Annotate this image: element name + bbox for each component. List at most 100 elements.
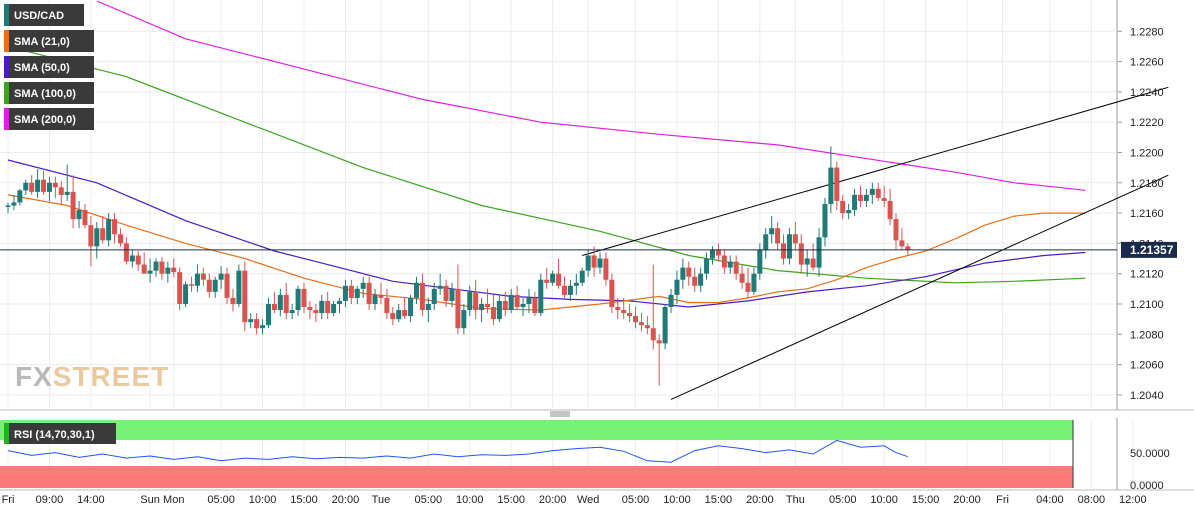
candle-body (230, 297, 236, 304)
rsi-line (7, 439, 908, 463)
legend-item-swatch (4, 82, 9, 104)
candle-body (366, 282, 372, 304)
x-tick-label: Wed (577, 494, 599, 506)
candle (846, 203, 852, 220)
candle-body (502, 300, 508, 311)
horizontal-gridlines (0, 30, 1117, 396)
candle-body (218, 273, 224, 280)
candle (662, 303, 668, 350)
sma21-line (7, 194, 1086, 311)
candle (11, 194, 17, 211)
rsi-legend-label: RSI (14,70,30,1) (14, 429, 95, 441)
candle (277, 288, 283, 317)
candle-body (390, 313, 396, 320)
candle (899, 228, 905, 250)
candle (189, 276, 195, 292)
candle-body (473, 291, 479, 311)
x-tick-label: 04:00 (1036, 494, 1064, 506)
candle (721, 249, 727, 274)
candle-body (319, 300, 325, 314)
candle-body (769, 228, 775, 235)
candle (230, 288, 236, 312)
candle-body (798, 243, 804, 265)
candle (183, 281, 189, 308)
legend-item-label: SMA (21,0) (14, 36, 70, 48)
rsi-tick-50: 50.0000 (1130, 448, 1170, 460)
candle (236, 264, 242, 308)
candle (319, 294, 325, 320)
candle (390, 307, 396, 326)
sma-lines (7, 0, 1086, 311)
candle (360, 276, 366, 298)
candle-body (875, 188, 881, 198)
candles (5, 146, 911, 386)
y-tick-label: 1.2200 (1130, 147, 1164, 159)
x-tick-label: Thu (786, 494, 805, 506)
candle (508, 288, 514, 314)
candle (194, 264, 200, 292)
candle-body (254, 319, 260, 329)
candle-body (745, 282, 751, 292)
candle (561, 276, 567, 298)
candle-body (206, 279, 212, 292)
candle-body (378, 294, 384, 298)
candle-body (183, 284, 189, 304)
x-tick-label: 05:00 (207, 494, 235, 506)
x-tick-label: 10:00 (870, 494, 898, 506)
candle-body (863, 194, 869, 201)
candle (502, 291, 508, 317)
candle-body (117, 234, 123, 244)
candle-body (283, 294, 289, 314)
candle-body (408, 297, 414, 317)
candle-body (538, 279, 544, 314)
candle (254, 313, 260, 335)
legend-item-bg (4, 30, 94, 52)
candle-body (413, 282, 419, 298)
legend-item-bg (4, 4, 84, 26)
x-tick-label: 15:00 (912, 494, 940, 506)
candle (473, 279, 479, 320)
candle (804, 249, 810, 277)
legend-item-swatch (4, 56, 9, 78)
candle (265, 297, 271, 329)
x-tick-label: 10:00 (249, 494, 277, 506)
candle (443, 279, 449, 308)
candle-body (615, 307, 621, 311)
candle (573, 273, 579, 295)
candle (609, 273, 615, 314)
candle-body (301, 288, 307, 308)
candle (567, 279, 573, 301)
candle (775, 222, 781, 250)
candle-body (360, 282, 366, 289)
candle-body (508, 294, 514, 311)
candle (141, 252, 147, 274)
candle-body (804, 258, 810, 265)
candle (123, 237, 129, 265)
candle (668, 288, 674, 314)
sma100-line (7, 45, 1086, 284)
x-tick-label: 15:00 (705, 494, 733, 506)
candle-body (76, 210, 82, 220)
candle-body (277, 294, 283, 311)
candle-body (786, 234, 792, 259)
candle-body (449, 288, 455, 301)
candle (135, 250, 141, 271)
candle-body (514, 294, 520, 308)
candle (402, 297, 408, 320)
candle (822, 197, 828, 247)
upper-trendline (582, 86, 1169, 256)
candle-body (224, 273, 230, 298)
candle-body (384, 297, 390, 314)
candle-body (887, 200, 893, 220)
candle-body (194, 273, 200, 286)
candle (212, 276, 218, 298)
candle-body (834, 167, 840, 201)
x-tick-label: 05:00 (415, 494, 443, 506)
candle-body (857, 194, 863, 201)
candle (64, 164, 70, 201)
y-tick-label: 1.2240 (1130, 87, 1164, 99)
panel-resize-handle[interactable] (550, 411, 570, 417)
legend-item-label: SMA (50,0) (14, 62, 70, 74)
y-tick-label: 1.2080 (1130, 329, 1164, 341)
y-tick-label: 1.2260 (1130, 57, 1164, 69)
